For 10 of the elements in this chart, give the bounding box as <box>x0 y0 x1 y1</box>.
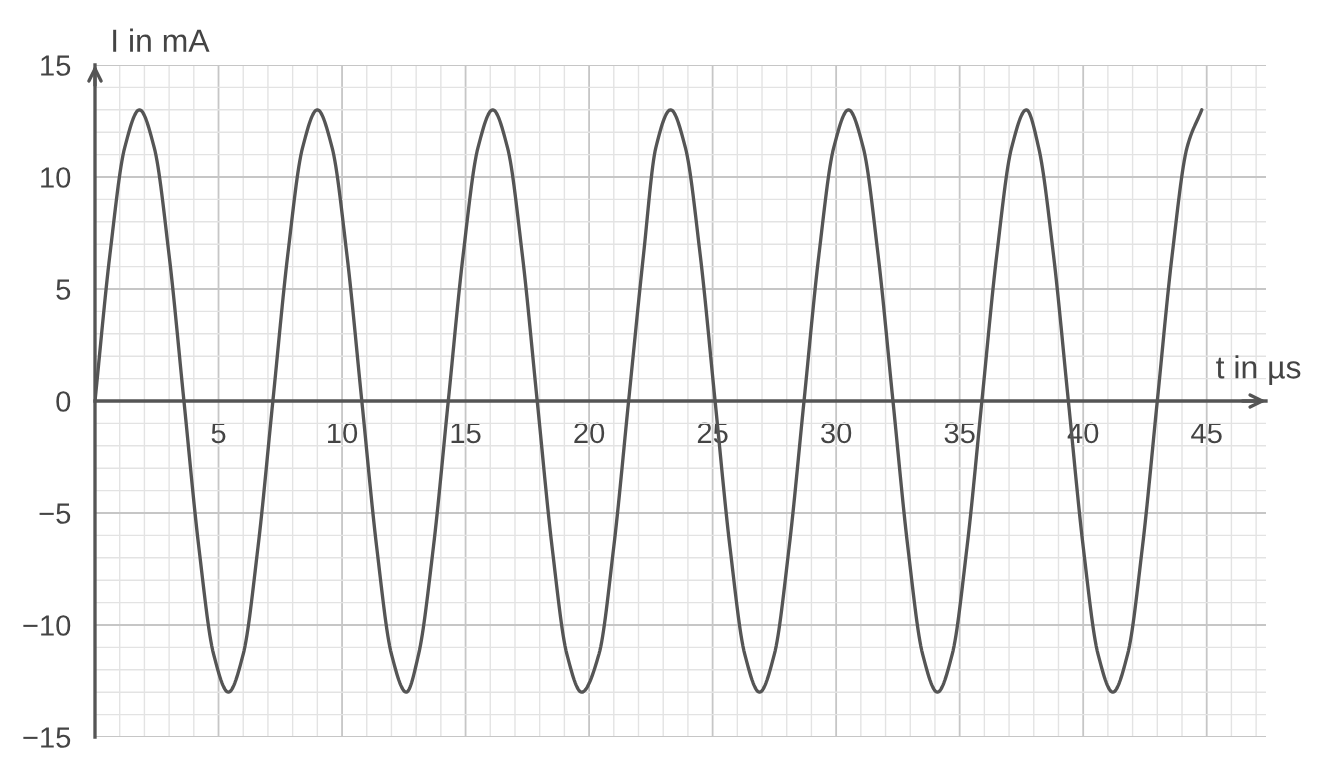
y-tick-label: −10 <box>23 615 71 636</box>
y-axis-title: I in mA <box>113 28 210 52</box>
x-tick-label: 10 <box>328 422 358 444</box>
y-tick-label: 0 <box>56 391 71 412</box>
y-tick-label: 10 <box>41 167 71 188</box>
y-tick-label: 5 <box>56 279 71 300</box>
y-tick-label: −15 <box>23 727 71 748</box>
y-tick-label: −5 <box>39 503 71 524</box>
y-tick-label: 15 <box>41 55 71 76</box>
x-axis-title: t in µs <box>1216 355 1301 385</box>
